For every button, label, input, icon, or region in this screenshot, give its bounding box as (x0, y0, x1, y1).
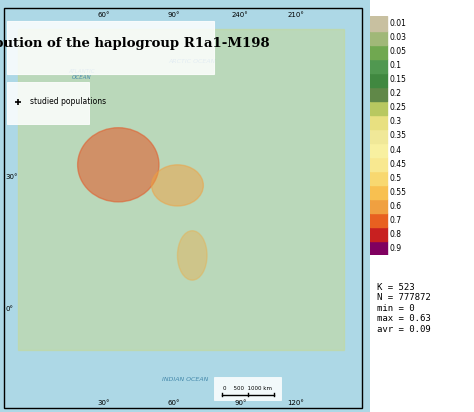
Bar (370, 227, 387, 241)
Text: ATLANTIC
OCEAN: ATLANTIC OCEAN (68, 69, 95, 80)
Text: 120°: 120° (287, 400, 304, 406)
Text: 0.4: 0.4 (390, 145, 401, 154)
Text: 0°: 0° (6, 306, 14, 312)
Text: 0.35: 0.35 (390, 131, 406, 140)
Bar (370, 16, 387, 30)
Ellipse shape (152, 165, 203, 206)
Text: 0.45: 0.45 (390, 159, 406, 169)
Text: 30°: 30° (97, 400, 110, 406)
Text: 0.01: 0.01 (390, 19, 406, 28)
Bar (370, 115, 387, 129)
Text: K = 523
N = 777872
min = 0
max = 0.63
avr = 0.09: K = 523 N = 777872 min = 0 max = 0.63 av… (377, 283, 431, 334)
Text: 0.3: 0.3 (390, 117, 401, 126)
Text: studied populations: studied populations (29, 97, 106, 106)
Bar (214, 377, 281, 400)
Bar (18, 29, 344, 350)
Bar (370, 101, 387, 115)
Bar (370, 213, 387, 227)
Text: ARCTIC OCEAN: ARCTIC OCEAN (169, 59, 216, 64)
Bar (370, 44, 387, 59)
Bar (370, 129, 387, 143)
Text: 0.25: 0.25 (390, 103, 406, 112)
Text: 0    500  1000 km: 0 500 1000 km (223, 386, 272, 391)
Text: Distribution of the haplogroup R1a1-M198: Distribution of the haplogroup R1a1-M198 (0, 37, 270, 50)
Bar (370, 199, 387, 213)
Text: 90°: 90° (234, 400, 246, 406)
Text: 0.05: 0.05 (390, 47, 406, 56)
Text: 210°: 210° (287, 12, 304, 19)
Text: 0.8: 0.8 (390, 230, 401, 239)
Text: 0.7: 0.7 (390, 216, 401, 225)
Text: 0.9: 0.9 (390, 244, 401, 253)
Bar (370, 171, 387, 185)
Bar (370, 30, 387, 44)
Bar (370, 87, 387, 101)
Text: 0.1: 0.1 (390, 61, 401, 70)
Text: 0.15: 0.15 (390, 75, 406, 84)
Ellipse shape (177, 231, 207, 280)
Text: 60°: 60° (167, 400, 180, 406)
Bar (370, 143, 387, 157)
Ellipse shape (78, 128, 159, 202)
Text: 0.6: 0.6 (390, 202, 401, 211)
Bar (8, 82, 89, 124)
Text: 240°: 240° (232, 12, 249, 19)
Bar (370, 59, 387, 73)
Bar (370, 185, 387, 199)
Text: 30°: 30° (6, 174, 18, 180)
Text: 0.2: 0.2 (390, 89, 401, 98)
Text: 0.55: 0.55 (390, 188, 406, 197)
Bar (8, 21, 214, 74)
Bar (370, 157, 387, 171)
Text: 90°: 90° (167, 12, 180, 19)
Bar (370, 73, 387, 87)
Text: 60°: 60° (97, 12, 110, 19)
Text: 0.5: 0.5 (390, 173, 401, 183)
Text: 0.03: 0.03 (390, 33, 406, 42)
Text: INDIAN OCEAN: INDIAN OCEAN (162, 377, 208, 382)
Bar (370, 241, 387, 255)
